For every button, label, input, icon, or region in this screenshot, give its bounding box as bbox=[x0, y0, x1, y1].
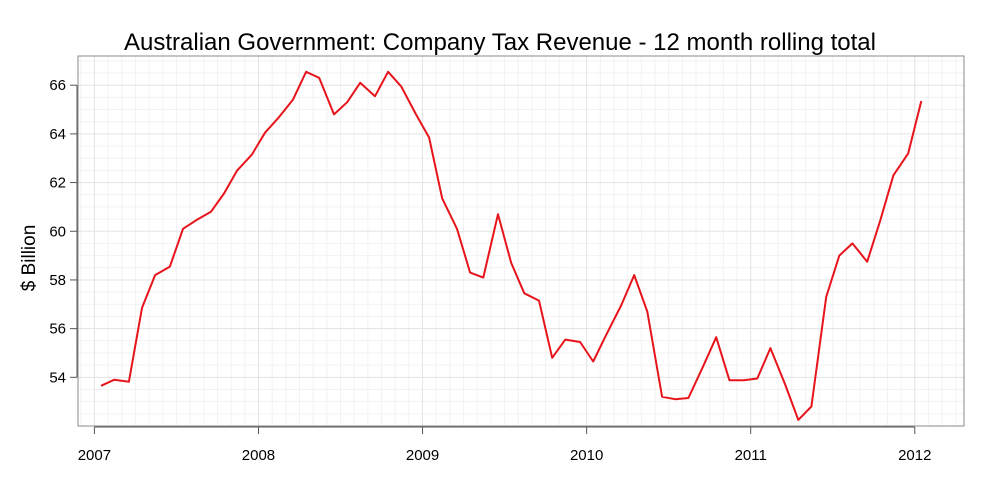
y-axis-label: $ Billion bbox=[19, 225, 40, 292]
x-tick-label: 2007 bbox=[78, 447, 111, 464]
plot-panel-border bbox=[77, 55, 965, 427]
axes: 2007 2008 2009 2010 2011 2012 54 56 58 60 62 64 66 bbox=[49, 77, 931, 464]
y-tick-label: 64 bbox=[49, 126, 66, 143]
y-tick-label: 60 bbox=[49, 223, 66, 240]
y-tick-label: 58 bbox=[49, 272, 66, 289]
chart-title: Australian Government: Company Tax Reven… bbox=[124, 29, 876, 56]
y-tick-label: 62 bbox=[49, 175, 66, 192]
x-tick-label: 2011 bbox=[735, 447, 767, 464]
series-line-company-tax-revenue bbox=[100, 70, 923, 421]
x-tick-label: 2012 bbox=[898, 447, 931, 464]
x-tick-label: 2009 bbox=[406, 447, 439, 464]
x-tick-label: 2008 bbox=[242, 447, 275, 464]
y-tick-label: 54 bbox=[49, 369, 66, 386]
x-tick-label: 2010 bbox=[570, 447, 603, 464]
y-tick-label: 66 bbox=[49, 77, 66, 94]
y-tick-label: 56 bbox=[49, 321, 66, 338]
grid bbox=[78, 56, 964, 426]
